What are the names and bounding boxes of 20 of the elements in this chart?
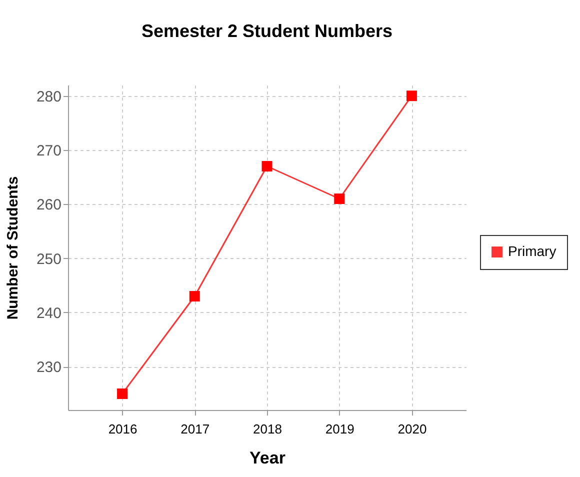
point [406,90,417,102]
y-axis-title: Number of Students [4,176,22,320]
x-tick-label: 2016 [108,422,138,436]
y-tick-label: 240 [36,305,62,322]
x-axis-title: Year [250,448,286,468]
x-tick-label: 2020 [398,422,427,436]
point [262,161,272,172]
point [189,291,200,302]
x-tick-label: 2019 [325,422,354,436]
legend-label: Primary [508,243,556,259]
x-tick-label: 2017 [180,422,210,436]
y-tick-label: 230 [36,359,62,376]
point [117,388,128,399]
x-tick-label: 2018 [253,422,282,436]
y-tick-label: 250 [36,250,62,268]
point [334,194,345,204]
y-tick-label: 280 [36,88,62,106]
chart-title: Semester 2 Student Numbers [141,21,393,41]
y-tick-label: 270 [36,142,62,160]
y-tick-label: 260 [36,196,62,214]
